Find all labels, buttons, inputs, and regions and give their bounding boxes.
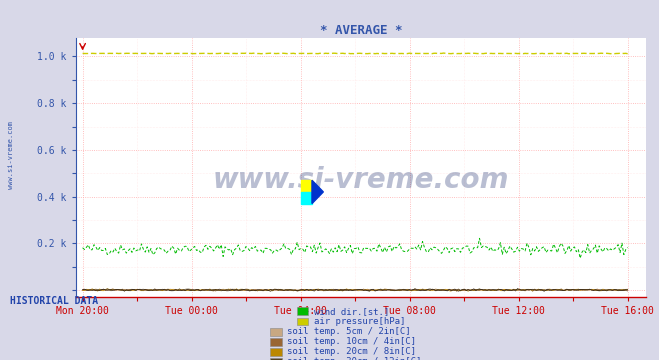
Text: wind dir.[st.]: wind dir.[st.] xyxy=(314,307,389,316)
Bar xyxy=(301,192,312,204)
Text: www.si-vreme.com: www.si-vreme.com xyxy=(8,121,14,189)
Text: www.si-vreme.com: www.si-vreme.com xyxy=(213,166,509,194)
Text: soil temp. 30cm / 12in[C]: soil temp. 30cm / 12in[C] xyxy=(287,357,422,360)
Text: HISTORICAL DATA: HISTORICAL DATA xyxy=(10,296,98,306)
Text: soil temp. 5cm / 2in[C]: soil temp. 5cm / 2in[C] xyxy=(287,327,411,336)
Text: soil temp. 20cm / 8in[C]: soil temp. 20cm / 8in[C] xyxy=(287,347,416,356)
Text: air pressure[hPa]: air pressure[hPa] xyxy=(314,317,405,326)
Polygon shape xyxy=(312,180,324,204)
Title: * AVERAGE *: * AVERAGE * xyxy=(320,24,402,37)
Bar xyxy=(301,180,312,192)
Text: soil temp. 10cm / 4in[C]: soil temp. 10cm / 4in[C] xyxy=(287,337,416,346)
